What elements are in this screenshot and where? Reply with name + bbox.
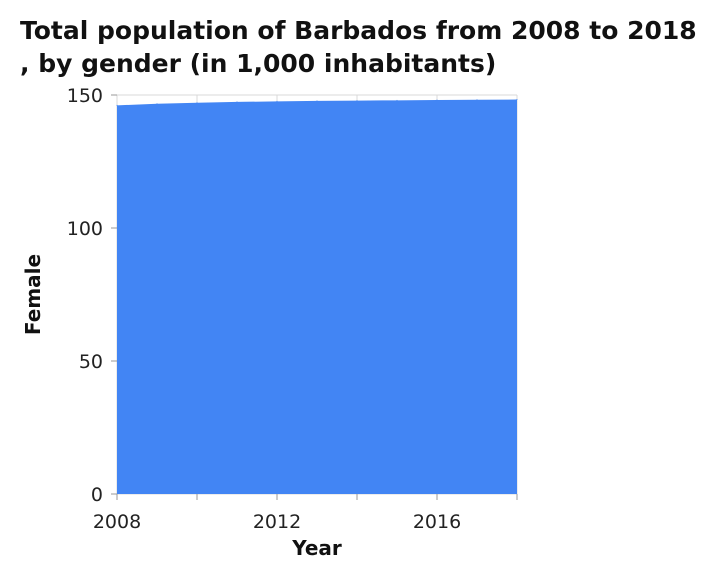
y-axis-label: Female <box>21 254 45 335</box>
area-series <box>116 99 518 494</box>
data-point <box>116 104 118 106</box>
data-point <box>276 100 278 102</box>
y-tick-label: 100 <box>67 218 103 240</box>
data-point <box>436 99 438 101</box>
x-tick-label: 2012 <box>253 511 301 533</box>
data-point <box>396 99 398 101</box>
area-fill <box>117 99 517 494</box>
x-tick-label: 2016 <box>413 511 461 533</box>
data-point <box>156 103 158 105</box>
data-point <box>236 101 238 103</box>
data-point <box>316 100 318 102</box>
data-point <box>476 99 478 101</box>
data-point <box>516 99 518 101</box>
y-tick-label: 50 <box>79 351 103 373</box>
y-tick-label: 150 <box>67 85 103 107</box>
y-tick-label: 0 <box>91 484 103 506</box>
data-point <box>196 102 198 104</box>
x-axis-ticks: 2008 2012 2016 <box>93 494 518 533</box>
data-point <box>356 100 358 102</box>
y-axis-ticks: 0 50 100 150 <box>67 85 117 506</box>
x-axis-label: Year <box>291 536 342 560</box>
chart-title: Total population of Barbados from 2008 t… <box>20 16 697 78</box>
x-tick-label: 2008 <box>93 511 141 533</box>
